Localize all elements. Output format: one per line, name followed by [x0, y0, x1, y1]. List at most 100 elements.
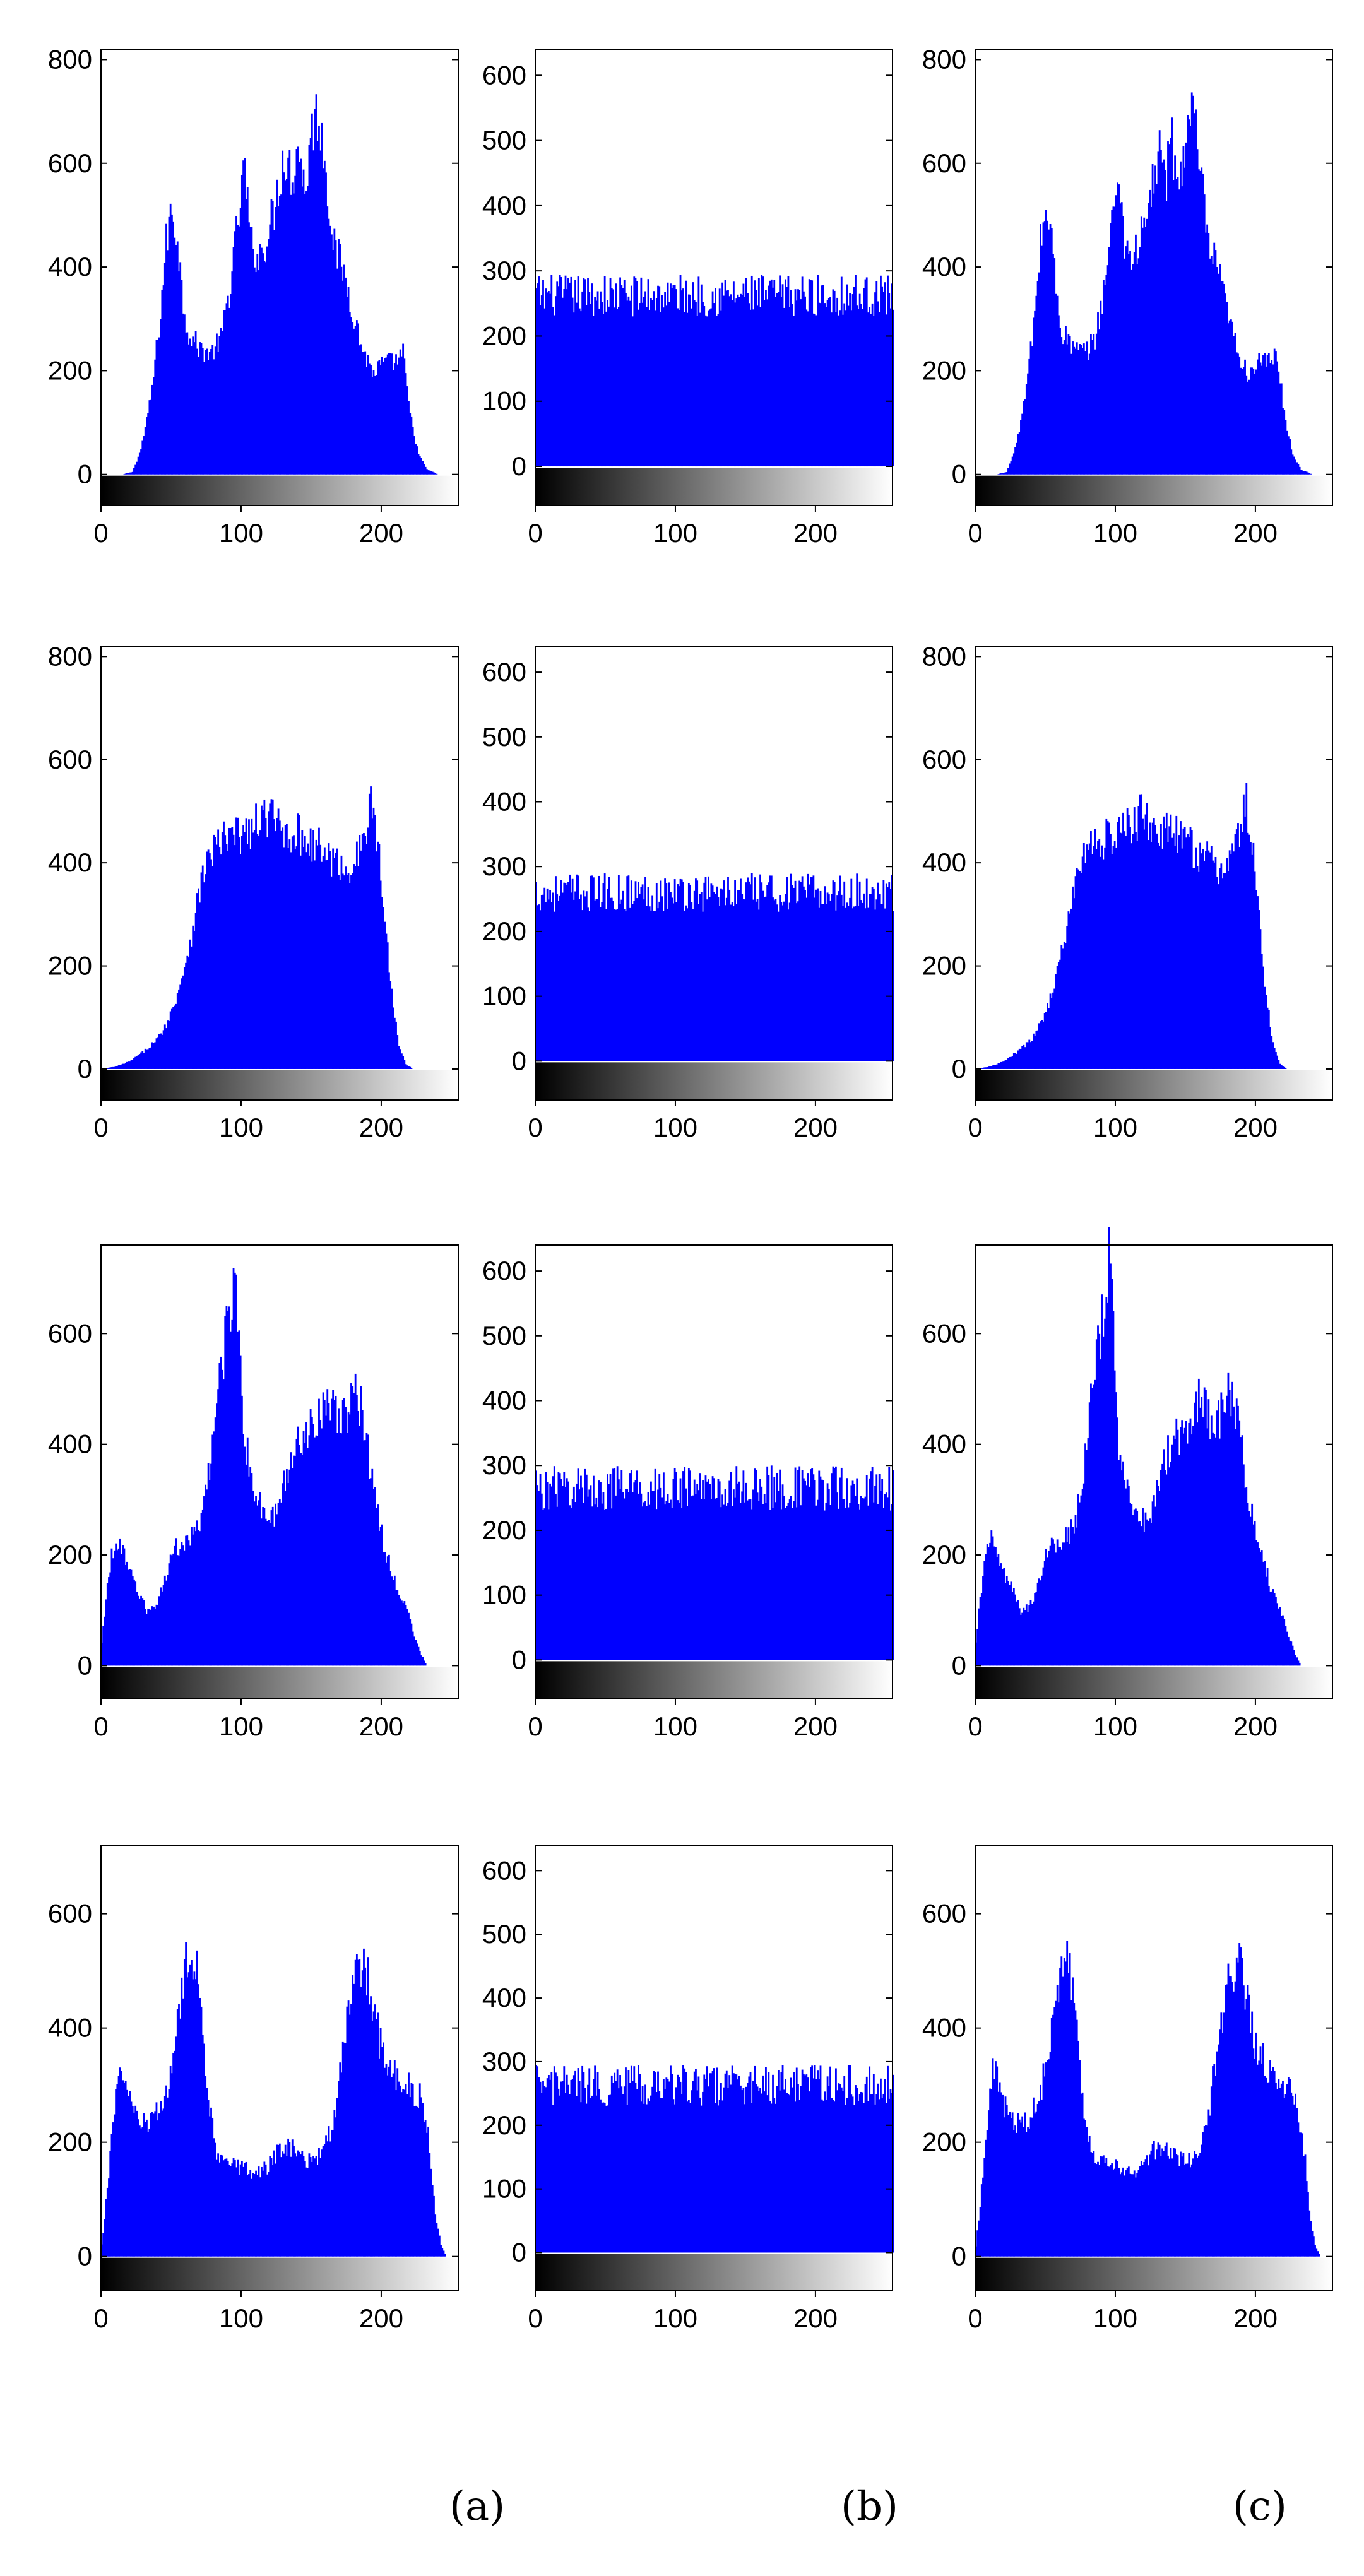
histogram-bar	[773, 900, 776, 1061]
histogram-bar	[675, 1472, 677, 1660]
histogram-bar	[768, 882, 770, 1061]
histogram-bar	[646, 307, 648, 467]
histogram-bar	[605, 909, 607, 1061]
histogram-bar	[574, 2070, 576, 2253]
histogram-bar	[699, 1473, 701, 1660]
histogram-bar	[211, 2117, 214, 2257]
histogram-bar	[1171, 1444, 1173, 1666]
histogram-bar	[1110, 2165, 1112, 2257]
histogram-bar	[258, 1500, 260, 1666]
histogram-bar	[978, 2220, 980, 2257]
histogram-bar	[1171, 117, 1173, 475]
histogram-bar	[1161, 162, 1164, 475]
histogram-bar	[389, 1571, 392, 1666]
histogram-bar	[360, 1386, 362, 1666]
histogram-bar	[1062, 1976, 1064, 2257]
histogram-bar	[1139, 2166, 1141, 2257]
histogram-bar	[293, 1455, 295, 1666]
histogram-bar	[240, 2161, 243, 2257]
histogram-bar	[658, 1474, 661, 1660]
y-tick-label: 400	[922, 2013, 966, 2043]
histogram-bar	[581, 2065, 584, 2253]
histogram-bar	[814, 2065, 816, 2253]
histogram-bar	[749, 1499, 752, 1660]
x-tick-label: 200	[793, 1113, 838, 1142]
histogram-bar	[1203, 2126, 1206, 2257]
histogram-bar	[605, 1508, 607, 1660]
histogram-bar	[141, 2127, 144, 2257]
histogram-bar	[856, 873, 858, 1061]
histogram-bar	[825, 904, 827, 1061]
histogram-bar	[392, 2073, 394, 2257]
histogram-bar	[1214, 856, 1217, 1069]
histogram-bar	[1188, 1422, 1190, 1666]
histogram-bar	[442, 2250, 445, 2257]
histogram-bar	[1220, 281, 1223, 475]
histogram-bar	[381, 897, 383, 1069]
histogram-bar	[657, 2071, 659, 2253]
histogram-bar	[399, 1598, 401, 1666]
histogram-bar	[980, 2184, 983, 2257]
histogram-bar	[1245, 1487, 1248, 1666]
histogram-bar	[612, 1468, 614, 1660]
histogram-bar	[346, 1433, 348, 1666]
histogram-bar	[540, 295, 543, 467]
histogram-bar	[747, 2083, 749, 2253]
histogram-bar	[805, 897, 808, 1061]
histogram-bar	[377, 841, 379, 1069]
histogram-bar	[640, 2101, 643, 2253]
histogram-bar	[686, 2101, 689, 2253]
histogram-bar	[326, 860, 329, 1069]
histogram-bar	[363, 1440, 365, 1666]
histogram-bar	[179, 262, 182, 475]
histogram-bar	[207, 2100, 210, 2257]
histogram-bar	[137, 1595, 139, 1666]
histogram-bar	[374, 815, 376, 1069]
histogram-bar	[620, 285, 623, 467]
histogram-bar	[1079, 871, 1081, 1069]
histogram-bar	[572, 899, 575, 1061]
histogram-bar	[787, 909, 790, 1061]
histogram-bar	[598, 2089, 600, 2253]
histogram-bar	[1213, 862, 1216, 1069]
histogram-bar	[810, 2067, 812, 2253]
histogram-bar	[350, 1383, 352, 1666]
histogram-bar	[577, 2068, 579, 2253]
histogram-bar	[140, 449, 142, 475]
histogram-bar	[853, 906, 855, 1061]
histogram-bar	[759, 1479, 761, 1660]
histogram-bar	[137, 1055, 139, 1069]
histogram-bar	[1020, 1049, 1022, 1069]
histogram-bar	[667, 2079, 669, 2253]
histogram-bar	[328, 1403, 330, 1666]
histogram-bar	[990, 1066, 993, 1069]
grayscale-colorbar	[536, 468, 892, 505]
histogram-bar	[1135, 2177, 1137, 2257]
histogram-bar	[727, 290, 729, 467]
histogram-bar	[228, 2165, 230, 2257]
histogram-bar	[270, 799, 273, 1069]
grayscale-colorbar	[976, 2257, 1332, 2290]
histogram-bar	[1271, 1591, 1273, 1666]
histogram-bar	[653, 2071, 655, 2253]
histogram-bar	[165, 1028, 167, 1069]
histogram-bar	[849, 2065, 851, 2253]
histogram-bar	[987, 1066, 990, 1069]
histogram-bar	[1276, 2089, 1279, 2257]
histogram-bar	[741, 2090, 744, 2253]
histogram-bar	[1219, 1438, 1221, 1666]
histogram-bar	[564, 1486, 567, 1660]
histogram-bar	[1290, 449, 1293, 475]
histogram-bar	[979, 1597, 981, 1666]
histogram-bar	[319, 150, 322, 475]
histogram-bar	[798, 880, 801, 1061]
histogram-bar	[865, 277, 868, 467]
histogram-bar	[797, 289, 799, 467]
histogram-bar	[1240, 1437, 1242, 1666]
histogram-bar	[818, 907, 821, 1061]
histogram-bar	[1129, 2173, 1131, 2257]
histogram-bar	[857, 906, 860, 1061]
x-tick-label: 0	[968, 1113, 982, 1142]
histogram-bar	[405, 1605, 407, 1666]
histogram-bar	[728, 1480, 731, 1660]
